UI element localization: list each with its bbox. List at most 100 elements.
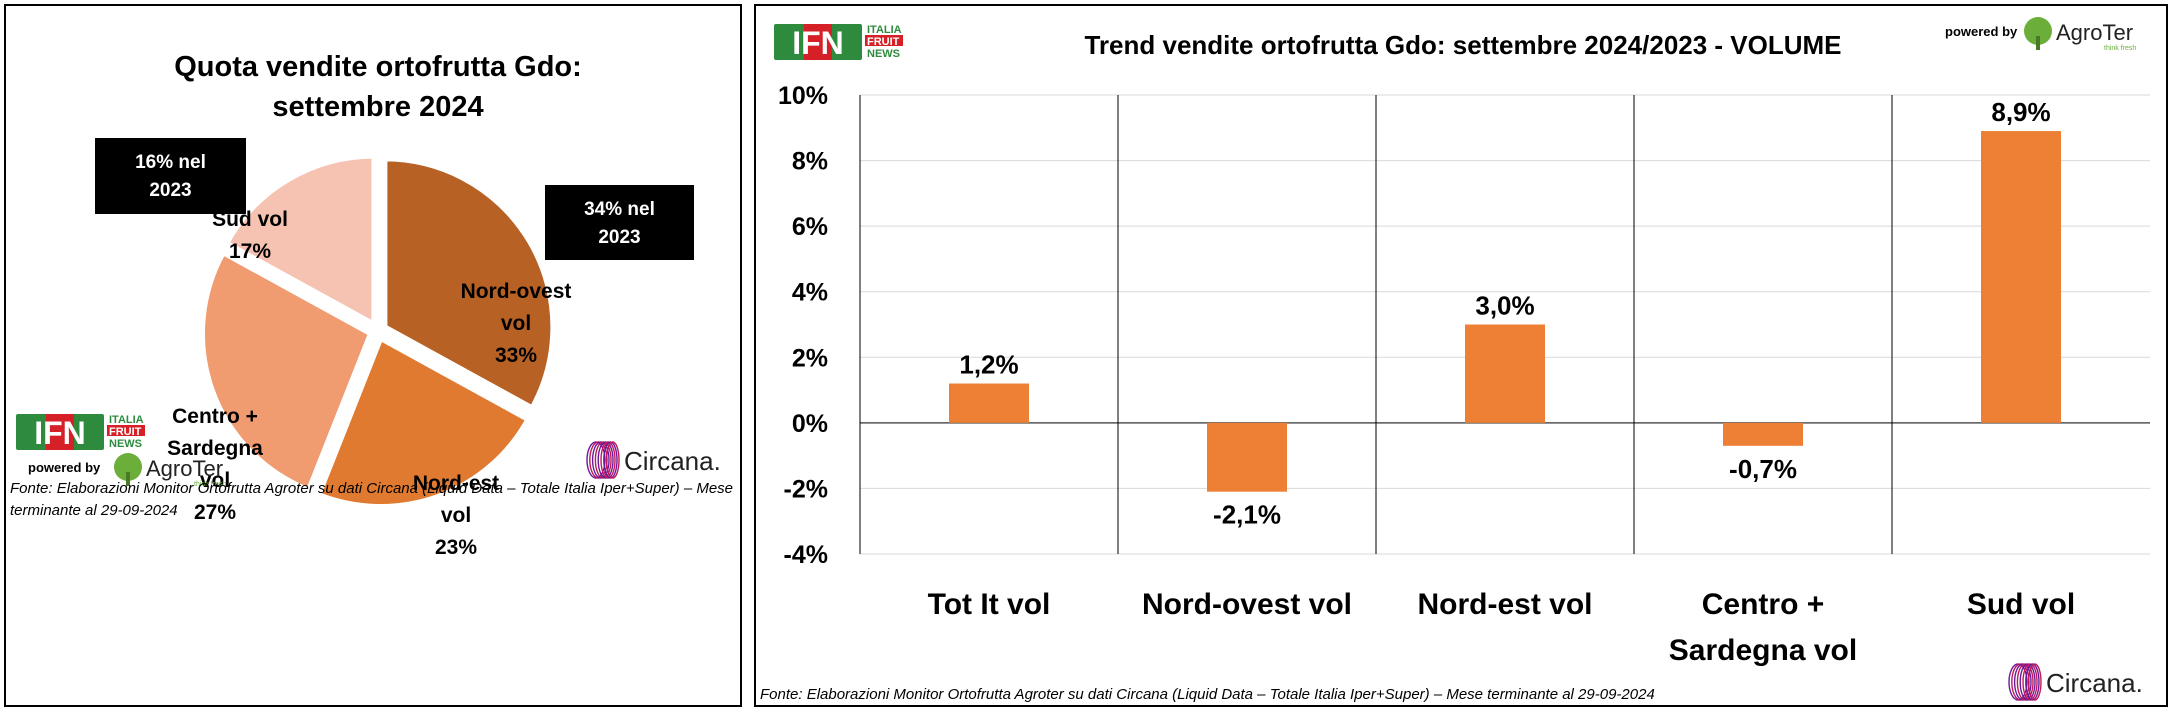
pie-slice-0	[382, 156, 556, 412]
pie-slice-1	[315, 334, 532, 510]
pie-note-text: 16% nel	[135, 152, 206, 173]
x-category-label: Tot It vol	[928, 588, 1051, 621]
x-category-label: Sardegna vol	[1669, 634, 1857, 667]
agroter-tree-icon	[114, 453, 142, 481]
circana-swirl-icon	[2025, 663, 2040, 701]
pie-slice-label: 17%	[229, 240, 271, 263]
agroter-trunk-icon	[126, 472, 130, 486]
bar-2	[1465, 324, 1545, 423]
ifn-fruit-band	[865, 35, 903, 46]
pie-slice-label: 33%	[495, 344, 537, 367]
pie-slice-label: vol	[501, 312, 531, 335]
pie-slice-label: Nord-est	[413, 472, 499, 495]
pie-title-line-1: Quota vendite ortofrutta Gdo:	[174, 51, 582, 83]
bar-value-label: -0,7%	[1729, 454, 1797, 484]
pie-slice-label: vol	[200, 469, 230, 492]
bar-chart: Trend vendite ortofrutta Gdo: settembre …	[778, 30, 2150, 667]
bar-value-label: 1,2%	[959, 350, 1018, 380]
agroter-tagline: think fresh	[194, 481, 226, 488]
bar-value-label: 8,9%	[1991, 97, 2050, 127]
ifn-logo-subtext: ITALIA	[109, 414, 144, 426]
circana-swirl-icon	[2016, 663, 2034, 701]
pie-note-text: 2023	[598, 227, 640, 248]
circana-logo: Circana.	[584, 438, 734, 482]
source-note-line-2: terminante al 29-09-2024	[10, 502, 178, 519]
bar-chart-title: Trend vendite ortofrutta Gdo: settembre …	[1084, 30, 1841, 60]
agroter-tree-icon	[2024, 17, 2052, 45]
pie-slice-label: Centro +	[172, 405, 258, 428]
agroter-logo: AgroTer think fresh	[112, 450, 242, 490]
bar-3	[1723, 422, 1803, 446]
circana-logo-graphic: Circana.	[586, 441, 721, 479]
agroter-logo-text: AgroTer	[2056, 20, 2133, 45]
y-tick-label: 8%	[792, 148, 828, 176]
pie-chart-panel: Quota vendite ortofrutta Gdo: settembre 2…	[4, 4, 742, 707]
circana-swirl-icon	[600, 441, 616, 479]
circana-swirl-icon	[603, 441, 618, 479]
ifn-logo-subtext: NEWS	[109, 438, 142, 450]
bar-1	[1207, 422, 1287, 492]
source-note: Fonte: Elaborazioni Monitor Ortofrutta A…	[10, 478, 738, 522]
circana-swirl-icon	[597, 441, 614, 479]
pie-note-text: 34% nel	[584, 199, 655, 220]
bar-value-label: 3,0%	[1475, 291, 1534, 321]
ifn-logo-subtext: ITALIA	[867, 24, 902, 36]
y-tick-label: -4%	[784, 541, 828, 569]
x-category-label: Centro +	[1702, 588, 1825, 621]
y-tick-label: 10%	[778, 82, 828, 110]
pie-slice-label: 27%	[194, 501, 236, 524]
pie-slice-3	[223, 153, 377, 329]
agroter-logo-text: AgroTer	[146, 456, 223, 481]
bar-value-label: -2,1%	[1213, 500, 1281, 530]
circana-logo-text: Circana.	[624, 446, 721, 476]
powered-by-label: powered by	[28, 460, 101, 475]
pie-note-text: 2023	[149, 180, 191, 201]
agroter-trunk-icon	[2036, 36, 2040, 50]
circana-swirl-icon	[2027, 663, 2042, 701]
pie-note-box	[545, 185, 694, 260]
pie-slice-label: Nord-ovest	[461, 280, 572, 303]
y-tick-label: -2%	[784, 475, 828, 503]
ifn-logo-text: IFN	[792, 25, 844, 61]
ifn-fruit-band	[107, 425, 145, 436]
ifn-logo-text: IFN	[34, 415, 86, 451]
pie-title-line-2: settembre 2024	[272, 91, 483, 123]
ifn-logo-subtext: NEWS	[867, 48, 900, 60]
pie-slice-label: vol	[441, 504, 471, 527]
ifn-logo-subtext: FRUIT	[867, 36, 900, 48]
bar-0	[949, 383, 1029, 423]
bar-4	[1981, 131, 2061, 423]
circana-logo-graphic: Circana.	[2008, 663, 2143, 701]
ifn-logo-subtext: FRUIT	[109, 426, 142, 438]
pie-slice-2	[199, 249, 374, 494]
y-tick-label: 0%	[792, 410, 828, 438]
ifn-logo: IFN ITALIA FRUIT NEWS	[774, 18, 922, 66]
powered-by-label: powered by	[1945, 24, 2018, 39]
bar-chart-panel: Trend vendite ortofrutta Gdo: settembre …	[754, 4, 2168, 707]
circana-swirl-icon	[2022, 663, 2038, 701]
source-note-line-1: Fonte: Elaborazioni Monitor Ortofrutta A…	[10, 480, 734, 497]
pie-slice-label: Sardegna	[167, 437, 263, 460]
x-category-label: Sud vol	[1967, 588, 2075, 621]
y-tick-label: 6%	[792, 213, 828, 241]
pie-slice-label: 23%	[435, 536, 477, 559]
circana-swirl-icon	[594, 441, 612, 479]
x-category-label: Nord-ovest vol	[1142, 588, 1352, 621]
agroter-logo: AgroTer think fresh	[2022, 14, 2152, 54]
y-tick-label: 4%	[792, 279, 828, 307]
x-category-label: Nord-est vol	[1417, 588, 1592, 621]
pie-note-box	[95, 138, 246, 214]
circana-swirl-icon	[605, 441, 620, 479]
ifn-logo: IFN ITALIA FRUIT NEWS	[16, 408, 164, 456]
pie-chart: Quota vendite ortofrutta Gdo: settembre 2…	[95, 51, 694, 559]
ifn-logo-band	[46, 414, 74, 450]
y-tick-label: 2%	[792, 344, 828, 372]
agroter-tagline: think fresh	[2104, 45, 2136, 52]
ifn-logo-band	[804, 24, 832, 60]
circana-logo: Circana.	[2006, 660, 2156, 704]
source-note: Fonte: Elaborazioni Monitor Ortofrutta A…	[760, 686, 1655, 703]
